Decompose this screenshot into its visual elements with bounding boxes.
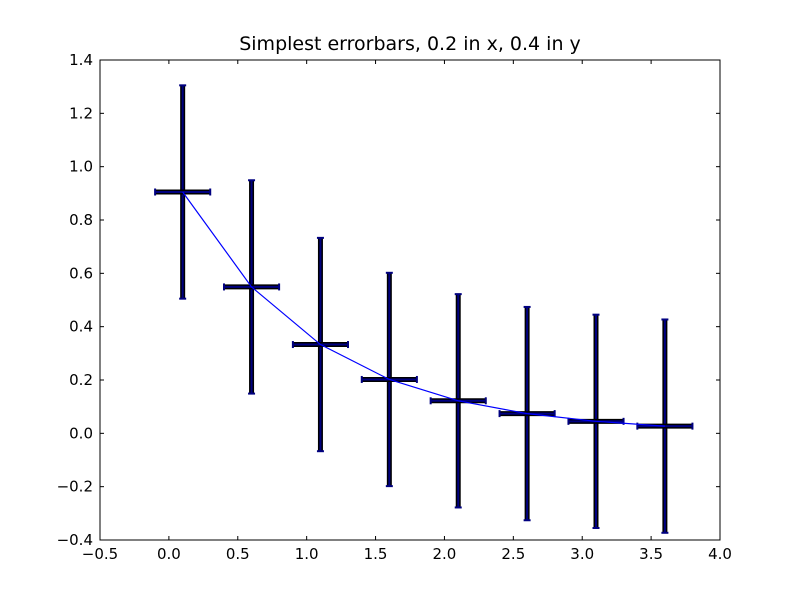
y-tick-label: 0.4 — [69, 318, 93, 336]
x-tick-label: 1.0 — [295, 545, 319, 563]
x-tick-label: 3.5 — [639, 545, 663, 563]
y-tick-label: −0.4 — [57, 531, 93, 549]
y-tick-label: 0.8 — [69, 211, 93, 229]
y-tick-label: 0.0 — [69, 424, 93, 442]
y-tick-label: 0.6 — [69, 264, 93, 282]
y-tick-label: 1.2 — [69, 104, 93, 122]
x-tick-label: 2.0 — [433, 545, 457, 563]
x-tick-label: 3.0 — [570, 545, 594, 563]
errorbars-layer — [155, 85, 692, 532]
y-tick-label: 0.2 — [69, 371, 93, 389]
plot-frame — [100, 60, 720, 540]
series-line-layer — [183, 192, 665, 426]
x-tick-label: 0.0 — [157, 545, 181, 563]
x-tick-label: 4.0 — [708, 545, 732, 563]
x-tick-label: 2.5 — [501, 545, 525, 563]
series-line — [183, 192, 665, 426]
x-tick-label: 0.5 — [226, 545, 250, 563]
axes-layer — [100, 60, 720, 540]
x-tick-label: 1.5 — [364, 545, 388, 563]
y-tick-label: 1.0 — [69, 158, 93, 176]
chart-title: Simplest errorbars, 0.2 in x, 0.4 in y — [100, 33, 720, 55]
y-tick-label: −0.2 — [57, 478, 93, 496]
y-tick-label: 1.4 — [69, 51, 93, 69]
